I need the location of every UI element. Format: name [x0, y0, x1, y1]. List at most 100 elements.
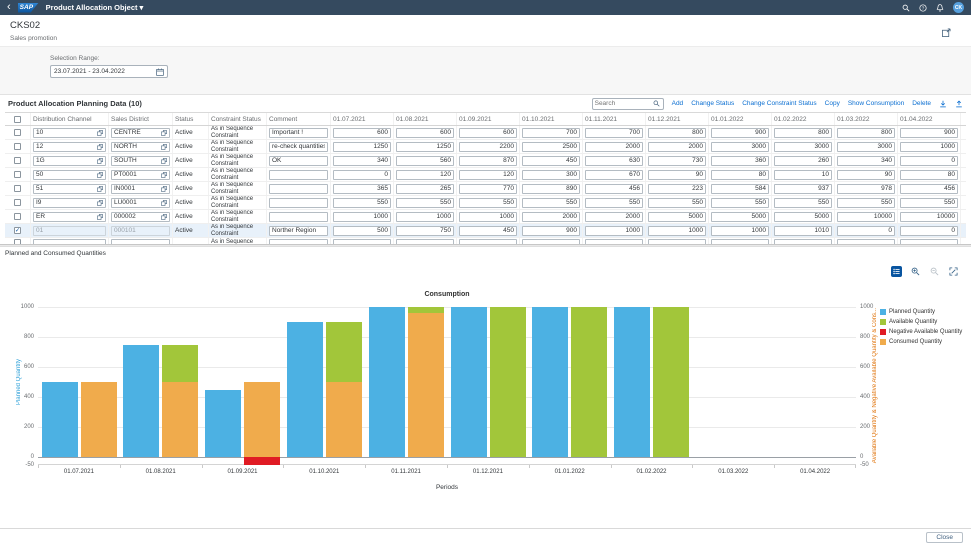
quantity-input[interactable]: 770: [459, 183, 517, 194]
distribution-channel-input[interactable]: 10: [33, 127, 106, 138]
quantity-input[interactable]: 450: [459, 225, 517, 236]
quantity-input[interactable]: 500: [333, 225, 391, 236]
quantity-input[interactable]: 550: [333, 197, 391, 208]
quantity-input[interactable]: 890: [522, 183, 580, 194]
quantity-input[interactable]: 340: [333, 155, 391, 166]
bar-planned-01.01.2022[interactable]: [532, 307, 569, 457]
quantity-input[interactable]: [648, 239, 706, 244]
upload-icon[interactable]: [955, 100, 963, 108]
quantity-input[interactable]: 120: [459, 169, 517, 180]
quantity-input[interactable]: 80: [711, 169, 769, 180]
selection-range-input[interactable]: [54, 68, 154, 75]
bar-available-01.01.2022[interactable]: [571, 307, 608, 457]
comment-input[interactable]: [269, 183, 328, 194]
comment-input[interactable]: re-check quantities: [269, 141, 328, 152]
sales-district-input[interactable]: CENTRE: [111, 127, 170, 138]
quantity-input[interactable]: 730: [648, 155, 706, 166]
quantity-input[interactable]: 1010: [774, 225, 832, 236]
quantity-input[interactable]: [333, 239, 391, 244]
quantity-input[interactable]: 550: [900, 197, 958, 208]
bar-available-01.11.2021[interactable]: [407, 307, 444, 313]
calendar-icon[interactable]: [156, 67, 164, 76]
quantity-input[interactable]: 300: [522, 169, 580, 180]
bar-planned-01.08.2021[interactable]: [123, 344, 160, 457]
quantity-input[interactable]: 0: [900, 155, 958, 166]
quantity-input[interactable]: 360: [711, 155, 769, 166]
value-help-icon[interactable]: [161, 157, 167, 164]
quantity-input[interactable]: 700: [522, 127, 580, 138]
change-constraint-status-button[interactable]: Change Constraint Status: [742, 100, 817, 107]
fullscreen-icon[interactable]: [948, 266, 959, 277]
sales-district-input[interactable]: PT0001: [111, 169, 170, 180]
bar-planned-01.10.2021[interactable]: [286, 322, 323, 457]
quantity-input[interactable]: 630: [585, 155, 643, 166]
search-icon[interactable]: [653, 100, 660, 107]
quantity-input[interactable]: 550: [585, 197, 643, 208]
quantity-input[interactable]: 550: [396, 197, 454, 208]
quantity-input[interactable]: 365: [333, 183, 391, 194]
quantity-input[interactable]: 456: [585, 183, 643, 194]
legend-item-consumed-quantity[interactable]: Consumed Quantity: [880, 339, 962, 345]
value-help-icon[interactable]: [97, 129, 103, 136]
bar-planned-01.07.2021[interactable]: [41, 382, 78, 457]
quantity-input[interactable]: 1000: [459, 211, 517, 222]
value-help-icon[interactable]: [97, 143, 103, 150]
copy-button[interactable]: Copy: [824, 100, 840, 107]
value-help-icon[interactable]: [97, 157, 103, 164]
quantity-input[interactable]: 978: [837, 183, 895, 194]
quantity-input[interactable]: 450: [522, 155, 580, 166]
row-checkbox[interactable]: [14, 213, 21, 220]
value-help-icon[interactable]: [97, 171, 103, 178]
quantity-input[interactable]: 3000: [711, 141, 769, 152]
quantity-input[interactable]: 1250: [333, 141, 391, 152]
quantity-input[interactable]: 2500: [522, 141, 580, 152]
zoom-in-icon[interactable]: [910, 266, 921, 277]
comment-input[interactable]: [269, 239, 328, 244]
quantity-input[interactable]: 550: [711, 197, 769, 208]
comment-input[interactable]: [269, 169, 328, 180]
quantity-input[interactable]: 0: [837, 225, 895, 236]
bar-available-01.08.2021[interactable]: [162, 344, 199, 382]
comment-input[interactable]: OK: [269, 155, 328, 166]
quantity-input[interactable]: [774, 239, 832, 244]
quantity-input[interactable]: 260: [774, 155, 832, 166]
quantity-input[interactable]: [459, 239, 517, 244]
quantity-input[interactable]: 600: [459, 127, 517, 138]
add-button[interactable]: Add: [671, 100, 684, 107]
quantity-input[interactable]: 550: [522, 197, 580, 208]
sales-district-input[interactable]: [111, 239, 170, 244]
quantity-input[interactable]: 1000: [396, 211, 454, 222]
expand-icon[interactable]: [942, 25, 951, 40]
zoom-out-icon[interactable]: [929, 266, 940, 277]
sales-district-input[interactable]: LU0001: [111, 197, 170, 208]
quantity-input[interactable]: 560: [396, 155, 454, 166]
row-checkbox[interactable]: ✓: [14, 227, 21, 234]
quantity-input[interactable]: 1250: [396, 141, 454, 152]
quantity-input[interactable]: 5000: [711, 211, 769, 222]
quantity-input[interactable]: 340: [837, 155, 895, 166]
quantity-input[interactable]: 870: [459, 155, 517, 166]
close-button[interactable]: Close: [926, 531, 963, 543]
value-help-icon[interactable]: [97, 213, 103, 220]
distribution-channel-input[interactable]: [33, 239, 106, 244]
quantity-input[interactable]: 900: [711, 127, 769, 138]
quantity-input[interactable]: 800: [648, 127, 706, 138]
back-icon[interactable]: ‹: [7, 1, 11, 13]
sales-district-input[interactable]: SOUTH: [111, 155, 170, 166]
sales-district-input[interactable]: 000002: [111, 211, 170, 222]
legend-item-planned-quantity[interactable]: Planned Quantity: [880, 309, 962, 315]
sales-district-input[interactable]: 000101: [111, 225, 170, 236]
distribution-channel-input[interactable]: I9: [33, 197, 106, 208]
quantity-input[interactable]: 550: [774, 197, 832, 208]
bar-planned-01.02.2022[interactable]: [614, 307, 651, 457]
quantity-input[interactable]: 120: [396, 169, 454, 180]
row-checkbox[interactable]: [14, 171, 21, 178]
value-help-icon[interactable]: [97, 199, 103, 206]
value-help-icon[interactable]: [161, 199, 167, 206]
quantity-input[interactable]: 550: [837, 197, 895, 208]
download-icon[interactable]: [939, 100, 947, 108]
select-all-checkbox[interactable]: [14, 115, 21, 123]
distribution-channel-input[interactable]: 12: [33, 141, 106, 152]
quantity-input[interactable]: 2000: [585, 211, 643, 222]
quantity-input[interactable]: 10000: [837, 211, 895, 222]
